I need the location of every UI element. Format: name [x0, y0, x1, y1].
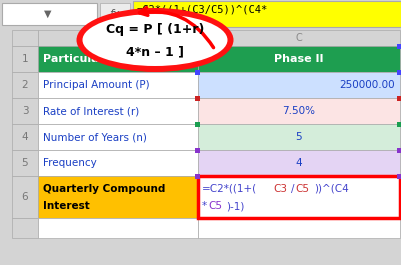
FancyBboxPatch shape: [38, 150, 198, 176]
Text: 250000.00: 250000.00: [338, 80, 394, 90]
Text: Number of Years (n): Number of Years (n): [43, 132, 146, 142]
FancyBboxPatch shape: [12, 150, 38, 176]
FancyBboxPatch shape: [38, 124, 198, 150]
Bar: [195, 43, 200, 48]
FancyBboxPatch shape: [12, 98, 38, 124]
FancyBboxPatch shape: [12, 176, 38, 218]
Text: ))^(C4: ))^(C4: [313, 184, 348, 194]
Bar: [195, 174, 200, 179]
FancyBboxPatch shape: [38, 176, 198, 218]
Bar: [397, 43, 401, 48]
Bar: [195, 69, 200, 74]
Bar: [198, 176, 399, 218]
FancyBboxPatch shape: [38, 30, 198, 46]
Text: Particulars: Particulars: [43, 54, 110, 64]
FancyBboxPatch shape: [12, 218, 38, 238]
Text: /: /: [290, 184, 294, 194]
Text: fx: fx: [109, 9, 120, 19]
Text: =C2*((1+(: =C2*((1+(: [201, 184, 257, 194]
Text: Quarterly Compound: Quarterly Compound: [43, 184, 165, 194]
Bar: [397, 95, 401, 100]
Text: A: A: [114, 33, 121, 43]
FancyBboxPatch shape: [198, 98, 399, 124]
Ellipse shape: [82, 14, 227, 66]
Bar: [195, 95, 200, 100]
FancyBboxPatch shape: [198, 124, 399, 150]
Text: ▼: ▼: [44, 9, 52, 19]
Ellipse shape: [76, 8, 233, 72]
FancyBboxPatch shape: [12, 124, 38, 150]
Text: Interest: Interest: [43, 201, 89, 211]
Text: )-1): )-1): [226, 201, 245, 211]
FancyBboxPatch shape: [38, 218, 198, 238]
FancyBboxPatch shape: [198, 150, 399, 176]
Text: 4: 4: [22, 132, 28, 142]
FancyBboxPatch shape: [12, 46, 38, 72]
Text: Rate of Interest (r): Rate of Interest (r): [43, 106, 139, 116]
FancyBboxPatch shape: [38, 98, 198, 124]
Text: C3: C3: [272, 184, 286, 194]
FancyBboxPatch shape: [12, 72, 38, 98]
FancyBboxPatch shape: [38, 72, 198, 98]
Bar: [397, 174, 401, 179]
Text: 4*n – 1 ]: 4*n – 1 ]: [126, 46, 184, 59]
FancyBboxPatch shape: [12, 30, 38, 46]
Text: 5: 5: [295, 132, 302, 142]
Text: =C2*((1+(C3/C5))^(C4*: =C2*((1+(C3/C5))^(C4*: [137, 5, 267, 15]
Text: 1: 1: [22, 54, 28, 64]
FancyBboxPatch shape: [198, 176, 399, 218]
Text: 5: 5: [22, 158, 28, 168]
Bar: [397, 148, 401, 152]
FancyBboxPatch shape: [198, 72, 399, 98]
Text: 2: 2: [22, 80, 28, 90]
Text: Phase II: Phase II: [273, 54, 323, 64]
Text: Principal Amount (P): Principal Amount (P): [43, 80, 149, 90]
FancyBboxPatch shape: [198, 30, 399, 46]
FancyBboxPatch shape: [2, 3, 97, 25]
Text: Cq = P [ (1+r): Cq = P [ (1+r): [105, 24, 204, 37]
Text: 4: 4: [295, 158, 302, 168]
Text: C5: C5: [208, 201, 222, 211]
Text: *: *: [201, 201, 207, 211]
Text: 3: 3: [22, 106, 28, 116]
FancyBboxPatch shape: [38, 46, 198, 72]
FancyBboxPatch shape: [198, 46, 399, 72]
Text: C: C: [295, 33, 302, 43]
Bar: [397, 69, 401, 74]
Text: Frequency: Frequency: [43, 158, 97, 168]
Text: C5)-1): C5)-1): [137, 17, 174, 27]
Bar: [397, 121, 401, 126]
FancyBboxPatch shape: [100, 3, 130, 25]
Text: 7.50%: 7.50%: [282, 106, 315, 116]
Text: 6: 6: [22, 192, 28, 202]
Text: C5: C5: [295, 184, 309, 194]
FancyBboxPatch shape: [198, 218, 399, 238]
FancyBboxPatch shape: [133, 1, 400, 27]
Bar: [195, 121, 200, 126]
Bar: [195, 148, 200, 152]
FancyArrowPatch shape: [139, 8, 213, 48]
